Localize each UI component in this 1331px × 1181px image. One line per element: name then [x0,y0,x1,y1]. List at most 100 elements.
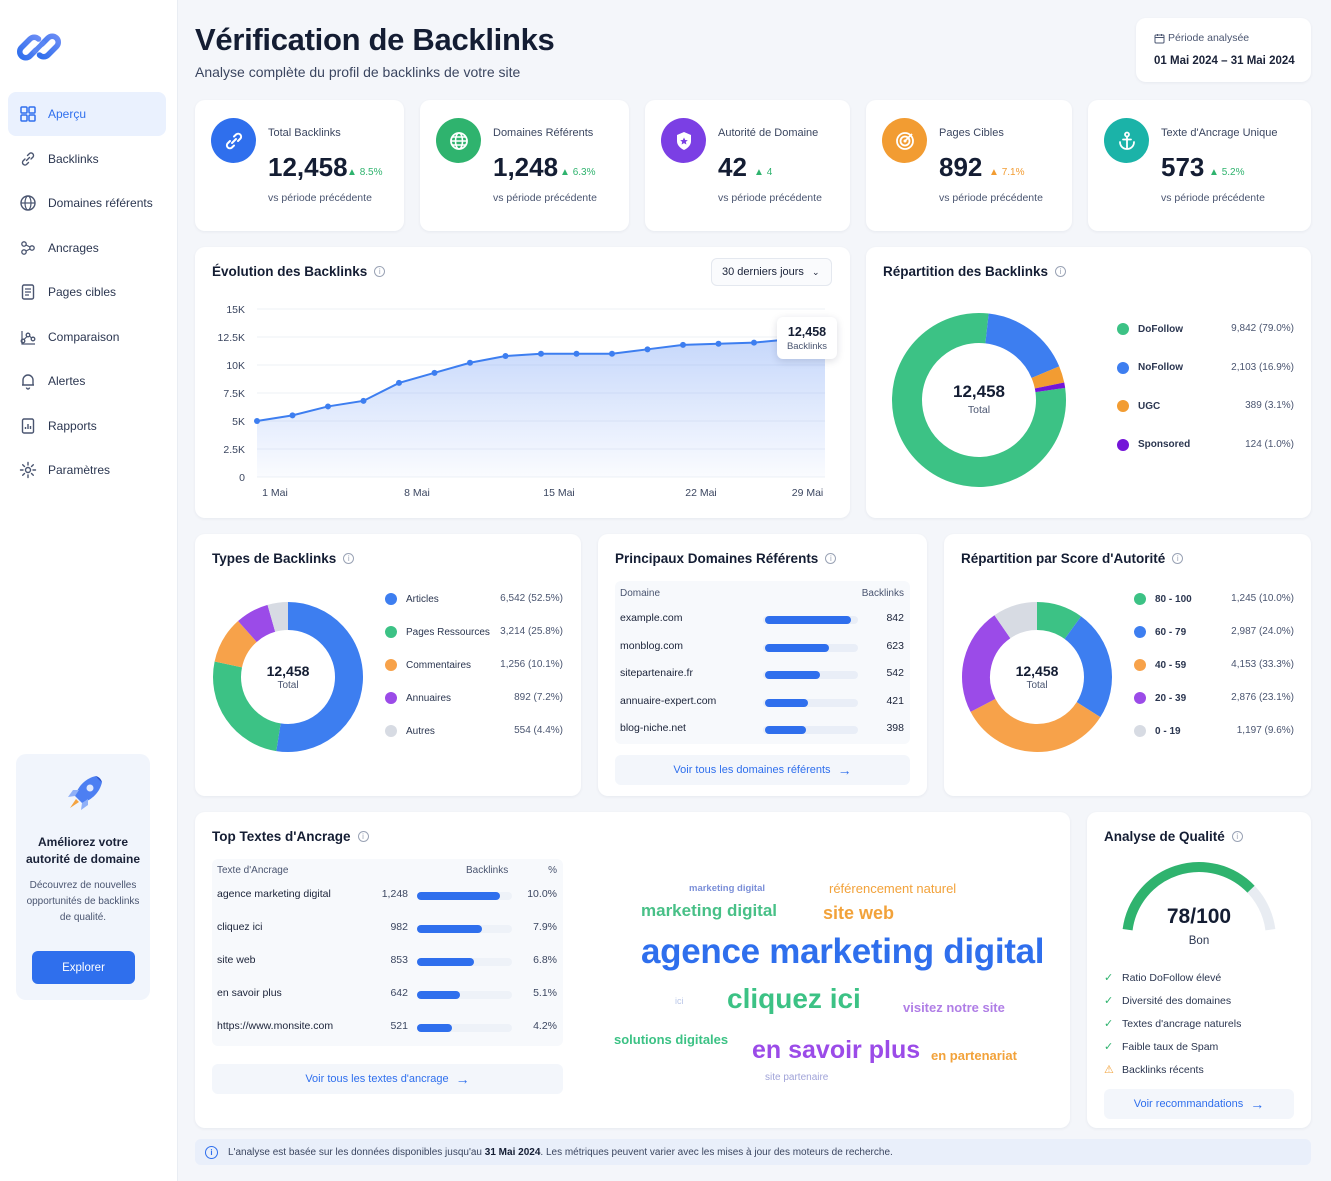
data-point[interactable] [680,341,686,348]
donut-slice[interactable] [267,602,289,632]
anchor-backlinks: 642 [390,987,408,999]
voir-ancrages-button[interactable]: Voir tous les textes d'ancrage → [212,1064,563,1094]
data-point[interactable] [715,340,722,347]
anchor-text: cliquez ici [217,921,263,933]
legend-dot [1134,692,1146,704]
sidebar-item-backlinks[interactable]: Backlinks [8,137,166,181]
y-tick-label: 5K [232,416,245,428]
anchor-backlinks: 1,248 [381,888,408,900]
authority-title: Répartition par Score d'Autorité i [961,551,1184,566]
compare-icon [20,330,36,345]
repartition-title: Répartition des Backlinks i [883,264,1067,279]
legend-label: UGC [1138,400,1161,412]
sidebar-item-apercu[interactable]: Aperçu [8,92,166,136]
legend-label: Autres [406,725,435,737]
donut-slice[interactable] [276,602,363,752]
donut-slice[interactable] [214,621,258,669]
data-point[interactable] [254,418,260,424]
sidebar-item-ancrages[interactable]: Ancrages [8,226,166,270]
kpi-card-domaines-referents: Domaines Référents 1,248 ▲ 6.3% vs pério… [420,100,629,231]
data-point[interactable] [289,412,296,419]
info-icon[interactable]: i [343,553,355,564]
info-icon[interactable]: i [1055,266,1067,277]
donut-slice[interactable] [1034,382,1066,393]
evolution-title: Évolution des Backlinks i [212,264,386,279]
donut-slice[interactable] [213,661,282,752]
col-backlinks: Backlinks [861,588,904,599]
kpi-label: Autorité de Domaine [718,127,819,139]
anchor-icon [21,240,35,255]
anchor-pct: 5.1% [533,987,557,999]
sidebar-item-pages-cibles[interactable]: Pages cibles [8,270,166,314]
donut-slice[interactable] [238,604,276,643]
anchor-backlinks: 982 [390,921,408,933]
info-icon[interactable]: i [357,831,369,842]
table-row: monblog.com 623 [615,636,910,658]
sidebar-item-label: Ancrages [48,240,99,255]
domain-name: monblog.com [620,639,684,652]
legend-dot [385,593,397,605]
sidebar-item-comparaison[interactable]: Comparaison [8,315,166,359]
data-point[interactable] [644,346,651,353]
data-point[interactable] [396,379,402,386]
bar-fill [765,726,806,734]
legend-value: 2,987 (24.0%) [1231,626,1294,637]
donut-slice[interactable] [892,313,1066,487]
sidebar-item-parametres[interactable]: Paramètres [8,448,166,492]
data-point[interactable] [467,359,473,366]
voir-domaines-button[interactable]: Voir tous les domaines référents → [615,755,910,785]
legend-value: 2,103 (16.9%) [1231,361,1294,373]
data-point[interactable] [751,339,757,346]
data-point[interactable] [360,397,367,404]
donut-slice[interactable] [1064,616,1112,718]
legend-dot [1117,438,1129,451]
x-tick-label: 1 Mai [262,487,288,499]
legend-dot [1134,725,1146,737]
check-icon: ✓ [1104,1041,1114,1053]
data-point[interactable] [502,353,509,360]
info-icon[interactable]: i [374,266,386,277]
period-value: 01 Mai 2024 – 31 Mai 2024 [1154,55,1295,67]
legend-dot [1117,323,1129,335]
legend-item: DoFollow [1117,323,1183,335]
anchor-backlinks: 521 [390,1020,408,1032]
y-tick-label: 7.5K [223,388,245,400]
legend-item: Commentaires [385,659,471,671]
legend-dot [1134,593,1146,605]
data-point[interactable] [609,350,615,357]
bar-fill [417,892,500,900]
info-icon[interactable]: i [1231,831,1243,842]
donut-slice[interactable] [970,698,1101,752]
sidebar-item-rapports[interactable]: Rapports [8,404,166,448]
explorer-button[interactable]: Explorer [32,951,135,984]
domain-name: blog-niche.net [620,722,686,734]
legend-dot [1117,400,1129,412]
donut-slice[interactable] [1031,366,1065,389]
kpi-card-pages-cibles: Pages Cibles 892 ▲ 7.1% vs période précé… [866,100,1072,231]
kpi-delta: ▲ 8.5% [347,167,383,178]
data-point[interactable] [573,350,580,357]
quality-check-text: Textes d'ancrage naturels [1122,1017,1242,1030]
cloud-word: solutions digitales [614,1032,729,1047]
kpi-card-autorite-domaine: Autorité de Domaine 42 ▲ 4 vs période pr… [645,100,850,231]
data-point[interactable] [325,403,331,410]
info-icon[interactable]: i [825,553,837,564]
info-icon[interactable]: i [1172,553,1184,564]
globe-icon [436,118,481,163]
domains-table: Domaine Backlinks example.com 842 monblog.… [615,581,910,744]
shield-star-icon [661,118,706,163]
legend-label: 20 - 39 [1155,692,1187,704]
footer-text-after: . Les métriques peuvent varier avec les … [540,1146,893,1158]
range-select[interactable]: 30 derniers jours ⌄ [711,258,832,286]
donut-slice[interactable] [994,602,1038,639]
donut-slice[interactable] [962,615,1011,712]
donut-slice[interactable] [1036,602,1082,640]
period-selector[interactable]: Période analysée 01 Mai 2024 – 31 Mai 20… [1136,18,1311,82]
sidebar-item-domaines[interactable]: Domaines référents [8,181,166,225]
data-point[interactable] [431,369,438,376]
voir-recommandations-button[interactable]: Voir recommandations → [1104,1089,1294,1119]
donut-slice[interactable] [984,313,1060,379]
cloud-word: marketing digital [641,901,778,920]
sidebar-item-alertes[interactable]: Alertes [8,359,166,403]
data-point[interactable] [538,350,544,357]
